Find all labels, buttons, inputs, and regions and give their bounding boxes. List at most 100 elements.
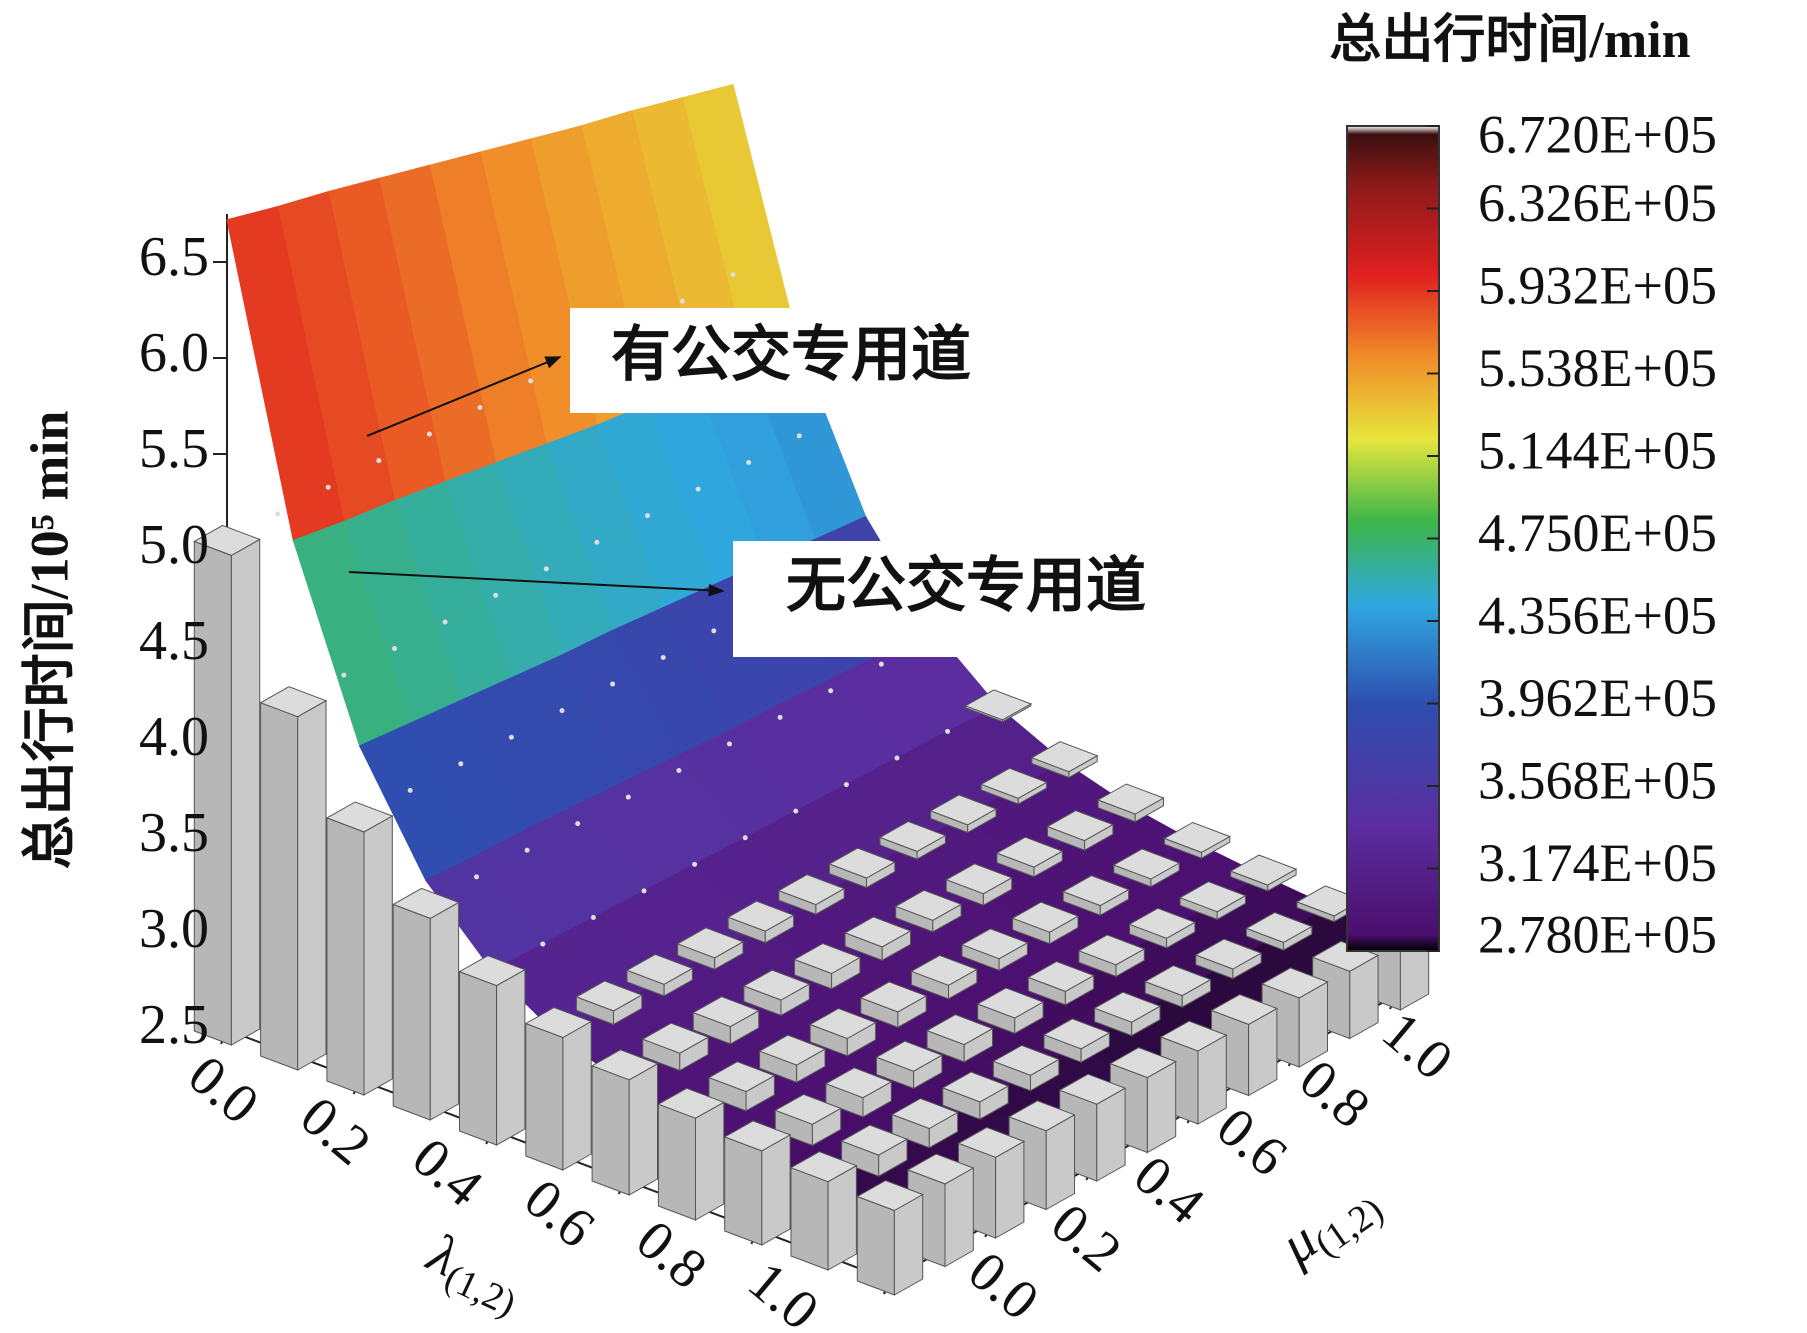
- bar: [692, 861, 698, 867]
- bar: [610, 681, 616, 687]
- bar: [442, 619, 448, 625]
- plot-area: [193, 83, 1430, 1296]
- bar-top-hint: [590, 914, 596, 920]
- bar: [645, 513, 650, 519]
- bar: [575, 821, 581, 827]
- bar-top: [957, 1126, 1026, 1158]
- bar-top: [878, 820, 947, 852]
- annotation-box: [570, 308, 1111, 413]
- bar: [1245, 911, 1313, 951]
- bar-side: [893, 1193, 924, 1296]
- bar-top-hint: [458, 761, 464, 767]
- bar-side: [525, 1022, 564, 1171]
- colorbar-tick-label: 3.962E+05: [1478, 668, 1717, 728]
- bar-side: [790, 1166, 829, 1271]
- bar: [742, 969, 811, 1017]
- bar-top-hint: [493, 592, 499, 598]
- bar-top: [894, 889, 963, 921]
- bar-side: [724, 1136, 763, 1246]
- colorbar-tick-label: 5.538E+05: [1478, 338, 1717, 398]
- bar: [828, 688, 834, 694]
- bar-top-hint: [742, 835, 748, 841]
- bar-top-hint: [543, 566, 549, 572]
- bar-top: [575, 980, 643, 1012]
- bar: [878, 820, 947, 860]
- bar-side: [761, 1134, 791, 1246]
- colorbar-tick-label: 5.144E+05: [1478, 420, 1717, 480]
- bar-side: [363, 815, 393, 1096]
- bar: [945, 728, 951, 734]
- bar: [540, 941, 546, 947]
- colorbar-tick-label: 2.780E+05: [1478, 904, 1717, 964]
- bar-side: [856, 1195, 895, 1296]
- bar-top-hint: [945, 728, 951, 734]
- z-tick-label: 2.5: [139, 994, 209, 1056]
- bar: [945, 863, 1013, 907]
- bar: [742, 835, 748, 841]
- bar: [730, 272, 736, 278]
- bar-top: [1109, 1047, 1177, 1079]
- bar: [875, 1040, 944, 1090]
- bar-top: [906, 1153, 975, 1185]
- colorbar-tick-label: 6.326E+05: [1478, 173, 1717, 233]
- bar: [474, 874, 479, 880]
- z-tick-label: 6.0: [139, 322, 209, 384]
- bar: [426, 431, 432, 437]
- bar-top-hint: [477, 405, 483, 410]
- bar-top: [1178, 881, 1247, 913]
- bar-top: [1260, 967, 1329, 999]
- bar-top: [590, 1049, 659, 1081]
- bar: [894, 889, 963, 933]
- z-axis-label: 总出行时间/10⁵ min: [19, 411, 79, 870]
- bar: [777, 874, 846, 916]
- bar-top: [1112, 848, 1181, 880]
- bar-side: [429, 901, 460, 1121]
- z-tick-label: 4.0: [139, 706, 209, 768]
- bar-top-hint: [695, 486, 701, 492]
- bar-top: [742, 969, 811, 1001]
- bar: [793, 942, 862, 990]
- x-axis-subscript: (1,2): [439, 1256, 523, 1325]
- bar: [524, 847, 530, 853]
- bar-top-hint: [843, 782, 849, 788]
- bar: [458, 761, 464, 767]
- annotation-arrow: [348, 571, 725, 597]
- bar: [894, 755, 900, 761]
- bar-top: [995, 836, 1064, 868]
- bar-top-hint: [275, 511, 281, 517]
- z-tick-label: 3.0: [139, 898, 209, 960]
- bar-top: [1210, 993, 1279, 1025]
- bar-side: [459, 970, 498, 1146]
- bar-top-hint: [594, 539, 600, 545]
- z-tick-label: 5.5: [139, 418, 209, 480]
- bar-top-hint: [793, 808, 799, 814]
- bar: [625, 794, 631, 800]
- bar: [679, 298, 685, 304]
- bar-top: [859, 981, 928, 1013]
- bar-top: [777, 874, 846, 906]
- bar-top: [641, 1022, 710, 1054]
- bar-top-hint: [610, 681, 616, 687]
- bar-top-hint: [777, 714, 783, 720]
- bar: [777, 714, 783, 720]
- bar-side: [827, 1164, 857, 1271]
- bar-side: [628, 1062, 658, 1196]
- bar-top-hint: [442, 619, 448, 625]
- bar-top: [1062, 875, 1130, 907]
- bar-top: [793, 942, 862, 975]
- colorbar: [1346, 125, 1440, 952]
- bar: [878, 661, 884, 667]
- bar: [1311, 940, 1380, 1040]
- bar-top-hint: [692, 861, 698, 867]
- colorbar-tick-label: 6.720E+05: [1478, 104, 1717, 164]
- bar-top: [840, 1124, 909, 1156]
- bar: [840, 1124, 909, 1178]
- bar: [976, 987, 1045, 1035]
- bar: [843, 916, 912, 962]
- bar: [707, 1061, 776, 1112]
- bar: [695, 486, 701, 492]
- bar-top-hint: [341, 672, 347, 678]
- bar: [1011, 901, 1080, 945]
- bar: [856, 1179, 924, 1296]
- bar: [793, 808, 799, 814]
